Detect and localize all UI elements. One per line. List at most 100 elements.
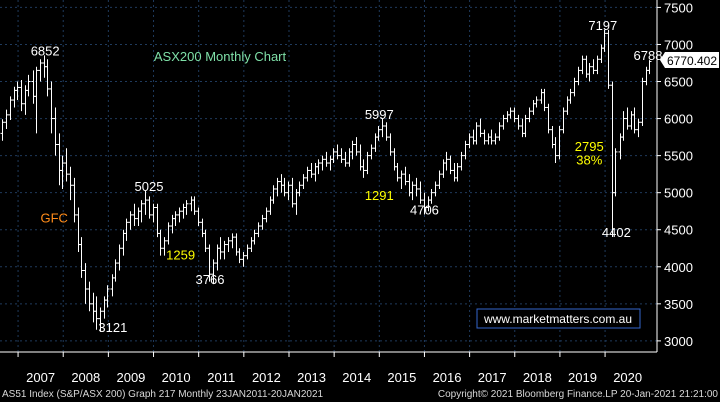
ohlc-bar — [347, 148, 352, 167]
ohlc-bar — [207, 244, 212, 282]
ohlc-bar — [599, 44, 604, 63]
ohlc-bar — [98, 307, 103, 332]
ohlc-bar — [31, 70, 36, 104]
ohlc-bar — [316, 159, 321, 175]
ohlc-bar — [380, 118, 385, 138]
ohlc-bar — [162, 237, 167, 256]
ohlc-bar — [301, 174, 306, 189]
ohlc-bar — [534, 96, 539, 108]
y-tick-label: 3500 — [664, 297, 693, 312]
ohlc-bar — [610, 81, 615, 237]
ohlc-bar — [211, 259, 216, 285]
x-tick-label: 2019 — [568, 370, 597, 385]
ohlc-bar — [12, 86, 17, 108]
ohlc-bar — [565, 96, 570, 115]
ohlc-bar — [275, 177, 280, 197]
x-tick-label: 2020 — [613, 370, 642, 385]
ohlc-bar — [203, 229, 208, 252]
ohlc-bar — [437, 170, 442, 189]
ohlc-bar — [508, 107, 513, 119]
ohlc-bar — [189, 196, 194, 212]
ohlc-bar — [463, 140, 468, 160]
ohlc-bar — [94, 296, 99, 330]
ohlc-bar — [286, 181, 291, 201]
annotation-label: 1291 — [365, 188, 394, 203]
ohlc-bar — [369, 144, 374, 160]
ohlc-bar — [117, 244, 122, 271]
ohlc-bar — [72, 177, 77, 223]
ohlc-bar — [34, 66, 39, 134]
ohlc-bar — [305, 166, 310, 182]
ohlc-bar — [576, 66, 581, 86]
ohlc-bar — [249, 237, 254, 252]
ohlc-bar — [640, 77, 645, 126]
asx200-chart: 3000 3500 4000 4500 5000 5500 6000 6500 7000 7500… — [0, 0, 719, 385]
annotation-label: 6788 — [634, 48, 663, 63]
ohlc-bar — [271, 185, 276, 204]
ohlc-bar — [493, 133, 498, 145]
ohlc-bar — [245, 244, 250, 260]
ohlc-bar — [429, 188, 434, 204]
ohlc-bar — [237, 248, 242, 264]
annotation-label: 5997 — [365, 107, 394, 122]
ohlc-bar — [313, 163, 318, 182]
ohlc-bar — [422, 192, 427, 215]
ohlc-bar — [448, 155, 453, 175]
x-tick-label: 2017 — [478, 370, 507, 385]
ohlc-bar — [60, 155, 65, 189]
ohlc-bar — [410, 181, 415, 201]
ohlc-bar — [467, 133, 472, 149]
ohlc-bar — [441, 159, 446, 178]
annotation-label: 3121 — [98, 320, 127, 335]
ohlc-bar — [632, 107, 637, 134]
ohlc-bar — [45, 59, 50, 97]
ohlc-bar — [373, 133, 378, 152]
ohlc-bar — [489, 129, 494, 145]
ohlc-bars — [0, 29, 652, 332]
ohlc-bar — [636, 118, 641, 138]
ohlc-bar — [76, 207, 81, 252]
ohlc-bar — [173, 211, 178, 227]
ohlc-bar — [444, 151, 449, 171]
ohlc-bar — [625, 107, 630, 130]
ohlc-bar — [388, 133, 393, 156]
ohlc-bar — [365, 151, 370, 175]
x-tick-label: 2008 — [71, 370, 100, 385]
ohlc-bar — [147, 196, 152, 219]
ohlc-bar — [320, 155, 325, 171]
ohlc-bar — [230, 233, 235, 249]
ohlc-bar — [124, 218, 129, 241]
last-price-tag: 6770.402 — [660, 52, 719, 68]
footer-bar: AS51 Index (S&P/ASX 200) Graph 217 Month… — [0, 387, 720, 402]
ohlc-bar — [260, 214, 265, 230]
ohlc-bar — [455, 163, 460, 182]
watermark-text: www.marketmatters.com.au — [483, 312, 632, 326]
ohlc-bar — [23, 85, 28, 115]
ohlc-bar — [403, 166, 408, 186]
ohlc-bar — [151, 203, 156, 223]
annotation-label: 1259 — [166, 247, 195, 262]
ohlc-bar — [0, 119, 5, 141]
ohlc-bar — [523, 114, 528, 138]
ohlc-bar — [580, 55, 585, 75]
x-axis: 2007 2008 2009 2010 2011 2012 2013 2014 2015 2016… — [0, 351, 657, 385]
ohlc-bar — [595, 55, 600, 75]
ohlc-bar — [19, 80, 24, 112]
ohlc-bar — [471, 129, 476, 145]
ohlc-bar — [57, 133, 62, 186]
ohlc-bar — [546, 103, 551, 134]
ohlc-bar — [452, 163, 457, 182]
ohlc-bar — [647, 60, 652, 75]
ohlc-bar — [644, 66, 649, 86]
ohlc-bar — [516, 114, 521, 130]
ohlc-bar — [279, 174, 284, 193]
ohlc-bar — [557, 125, 562, 160]
ohlc-bar — [606, 29, 611, 89]
ohlc-bar — [621, 111, 626, 141]
ohlc-bar — [343, 151, 348, 167]
ohlc-bar — [591, 59, 596, 75]
ohlc-bar — [226, 237, 231, 252]
ohlc-bar — [497, 122, 502, 141]
chart-title: ASX200 Monthly Chart — [154, 49, 287, 64]
